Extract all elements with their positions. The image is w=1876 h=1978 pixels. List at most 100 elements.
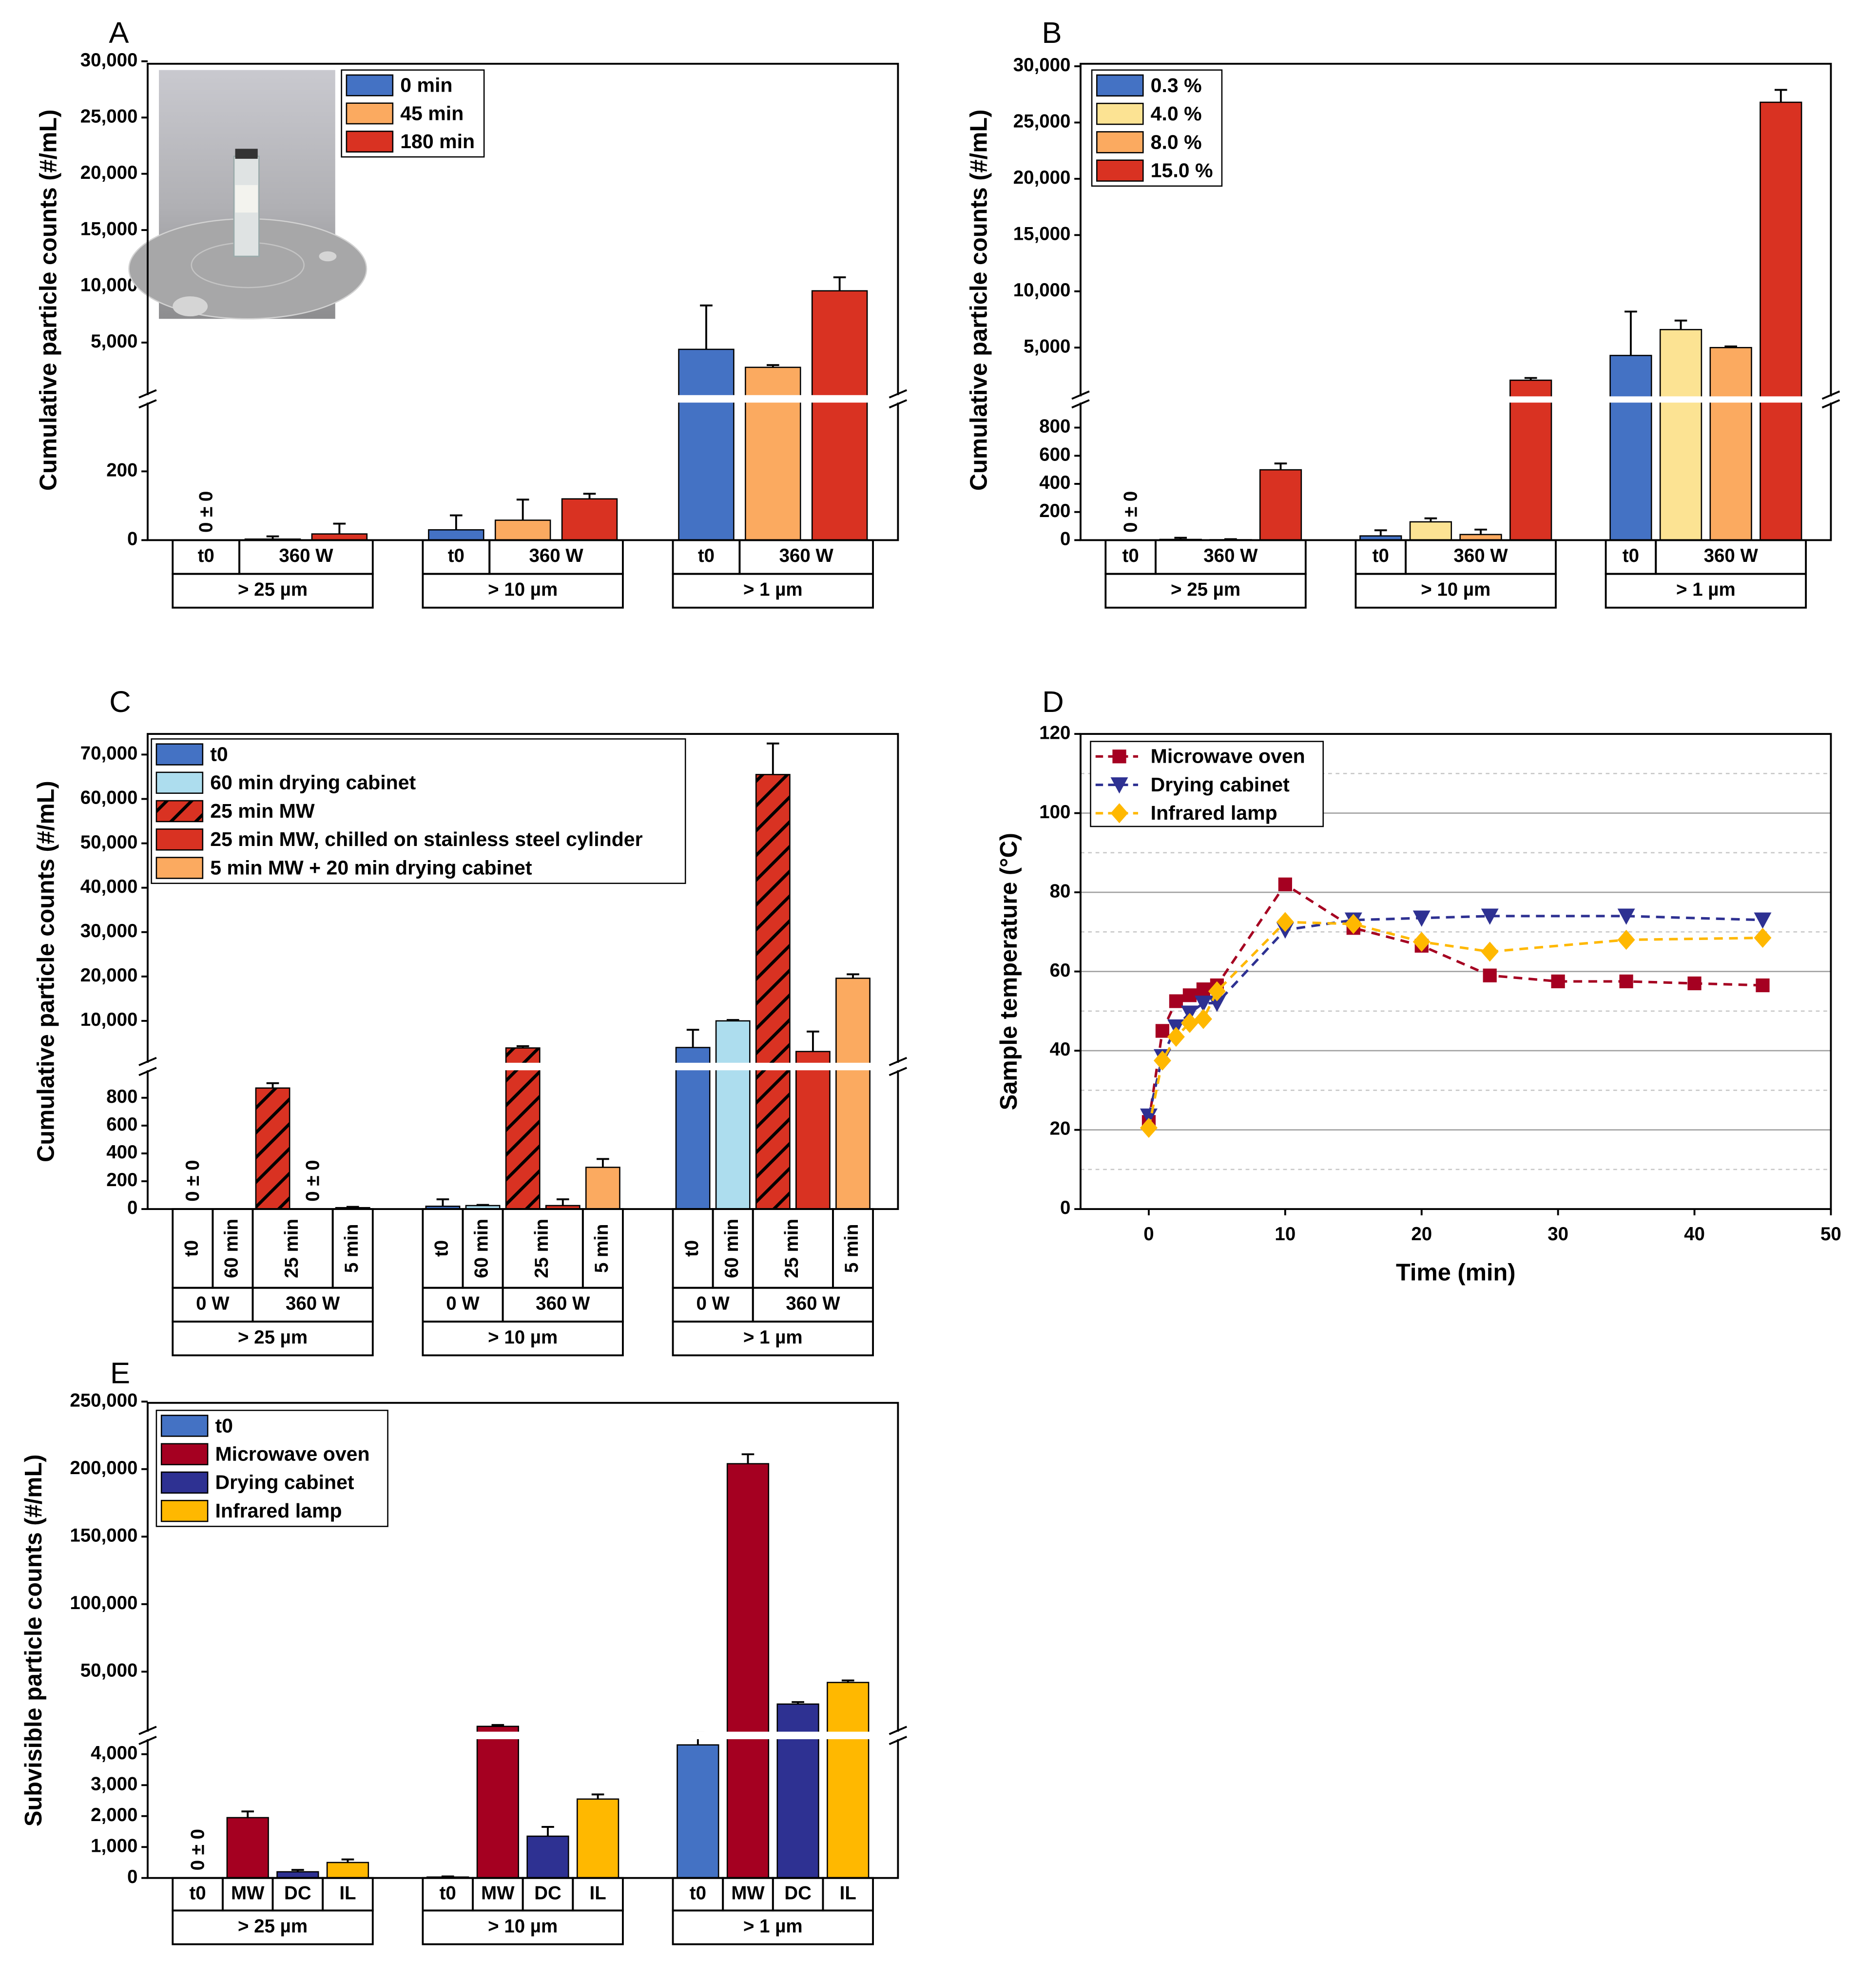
y-tick-label: 0 bbox=[127, 1866, 137, 1887]
size-class-cell bbox=[172, 1909, 374, 1945]
data-point-diamond bbox=[1208, 981, 1226, 1001]
axis-break-mark bbox=[138, 1067, 157, 1076]
y-tick-label: 3,000 bbox=[91, 1773, 137, 1794]
legend-swatch bbox=[160, 1443, 209, 1465]
legend-label: 5 min MW + 20 min drying cabinet bbox=[210, 856, 532, 879]
y-tick-label: 200,000 bbox=[70, 1458, 137, 1479]
plot-frame bbox=[1080, 733, 1832, 1210]
panel-a: A Cumulative particle counts (#/mL) 0 200 5,… bbox=[36, 16, 908, 609]
axis-break-mark bbox=[1821, 390, 1840, 400]
bar-1m-0 bbox=[677, 1744, 719, 1879]
legend-label: 45 min bbox=[400, 102, 464, 124]
size-class-label: > 1 µm bbox=[743, 1916, 803, 1937]
bar-1m-0 bbox=[678, 348, 735, 541]
legend-label: Infrared lamp bbox=[215, 1499, 342, 1522]
y-axis-title: Cumulative particle counts (#/mL) bbox=[966, 109, 992, 491]
legend-swatch bbox=[346, 131, 394, 153]
legend-swatch bbox=[155, 800, 204, 823]
axis-break-mark bbox=[889, 1736, 908, 1745]
series-line bbox=[1147, 915, 1763, 1116]
size-class-label: > 10 µm bbox=[488, 579, 558, 600]
bar-10m-2 bbox=[561, 498, 618, 541]
size-class-label: > 1 µm bbox=[743, 579, 803, 600]
size-class-cell bbox=[672, 1909, 874, 1945]
axis-break-mark bbox=[889, 1067, 908, 1076]
data-point-square bbox=[1687, 976, 1702, 991]
bar-10m-1 bbox=[494, 519, 551, 541]
data-point-square bbox=[1619, 974, 1633, 989]
category-label: 360 W bbox=[1704, 545, 1759, 566]
legend-label: 0.3 % bbox=[1151, 74, 1202, 96]
bar-1m-1 bbox=[715, 1020, 751, 1210]
bar-10m-3 bbox=[577, 1798, 619, 1879]
axis-break-mark bbox=[1071, 390, 1090, 400]
zero-annotation: 0 ± 0 bbox=[187, 1829, 208, 1870]
category-label: 25 min bbox=[531, 1219, 552, 1278]
category-label: 0 W bbox=[446, 1293, 480, 1314]
bar-25m-3 bbox=[326, 1862, 369, 1879]
legend-swatch bbox=[1096, 159, 1144, 182]
bar-1m-2 bbox=[755, 774, 791, 1210]
x-tick-label: 10 bbox=[1275, 1224, 1296, 1245]
legend-box bbox=[1090, 741, 1324, 827]
size-class-cell bbox=[1605, 573, 1807, 609]
size-class-label: > 10 µm bbox=[488, 1327, 558, 1348]
data-point-square bbox=[1483, 968, 1497, 982]
bar-25m-3 bbox=[1259, 469, 1302, 541]
category-label: 360 W bbox=[286, 1293, 340, 1314]
legend-label: Microwave oven bbox=[1151, 745, 1305, 768]
zero-annotation: 0 ± 0 bbox=[196, 491, 217, 533]
bar-1m-3 bbox=[795, 1051, 831, 1210]
category-label: 360 W bbox=[1453, 545, 1508, 566]
category-label: t0 bbox=[1122, 545, 1139, 566]
bar-1m-4 bbox=[835, 978, 870, 1210]
data-point-square bbox=[1278, 877, 1292, 891]
legend-swatch bbox=[155, 857, 204, 879]
x-tick-label: 40 bbox=[1684, 1224, 1705, 1245]
data-point-diamond bbox=[1344, 914, 1362, 934]
bar-10m-2 bbox=[526, 1835, 569, 1879]
legend-swatch bbox=[1096, 131, 1144, 154]
bar-10m-2 bbox=[505, 1047, 541, 1210]
panel-e: E Subvisible particle counts (#/mL) 0 1,000… bbox=[20, 1357, 908, 1945]
y-tick-label: 15,000 bbox=[80, 218, 138, 239]
category-label: t0 bbox=[181, 1240, 202, 1257]
data-point-square bbox=[1196, 982, 1211, 997]
axis-break-mark bbox=[138, 1056, 157, 1066]
legend: Microwave oven Drying cabinet Infrared lam… bbox=[1090, 741, 1324, 827]
bar-1m-2 bbox=[1709, 346, 1752, 541]
legend-label: 180 min bbox=[400, 130, 475, 153]
y-tick-label: 25,000 bbox=[1013, 111, 1071, 132]
bar-1m-2 bbox=[776, 1703, 819, 1879]
category-label: 5 min bbox=[841, 1224, 862, 1273]
data-point-square bbox=[1756, 978, 1770, 993]
data-point-diamond bbox=[1194, 1009, 1212, 1029]
category-label: MW bbox=[731, 1882, 765, 1903]
legend-box bbox=[151, 738, 686, 884]
size-class-label: > 10 µm bbox=[1421, 579, 1490, 600]
y-tick-label: 400 bbox=[1039, 472, 1070, 493]
legend-swatch bbox=[160, 1471, 209, 1494]
legend-swatch bbox=[155, 828, 204, 851]
y-tick-label: 30,000 bbox=[80, 921, 138, 941]
legend-swatch bbox=[160, 1499, 209, 1522]
axis-break-gap bbox=[1075, 396, 1836, 403]
data-point-diamond bbox=[1481, 941, 1499, 962]
bar-1m-3 bbox=[827, 1682, 870, 1879]
size-class-cell bbox=[1104, 573, 1307, 609]
y-tick-label: 20,000 bbox=[80, 965, 138, 986]
legend-label: t0 bbox=[215, 1414, 233, 1437]
category-label: t0 bbox=[681, 1240, 702, 1257]
panel-c: C Cumulative particle counts (#/mL) 0 200 40… bbox=[33, 685, 908, 1357]
panel-letter: B bbox=[1042, 16, 1062, 50]
y-axis-title: Cumulative particle counts (#/mL) bbox=[36, 109, 62, 491]
legend-label: t0 bbox=[210, 743, 228, 765]
legend-label: 4.0 % bbox=[1151, 102, 1202, 125]
y-tick-label: 250,000 bbox=[70, 1390, 137, 1411]
y-tick-label: 100,000 bbox=[70, 1593, 137, 1613]
bar-1m-3 bbox=[1760, 101, 1802, 541]
axis-break-mark bbox=[889, 1726, 908, 1735]
legend-swatch bbox=[155, 743, 204, 766]
x-tick-label: 50 bbox=[1820, 1224, 1841, 1245]
legend: 0 min 45 min 180 min bbox=[341, 69, 485, 158]
